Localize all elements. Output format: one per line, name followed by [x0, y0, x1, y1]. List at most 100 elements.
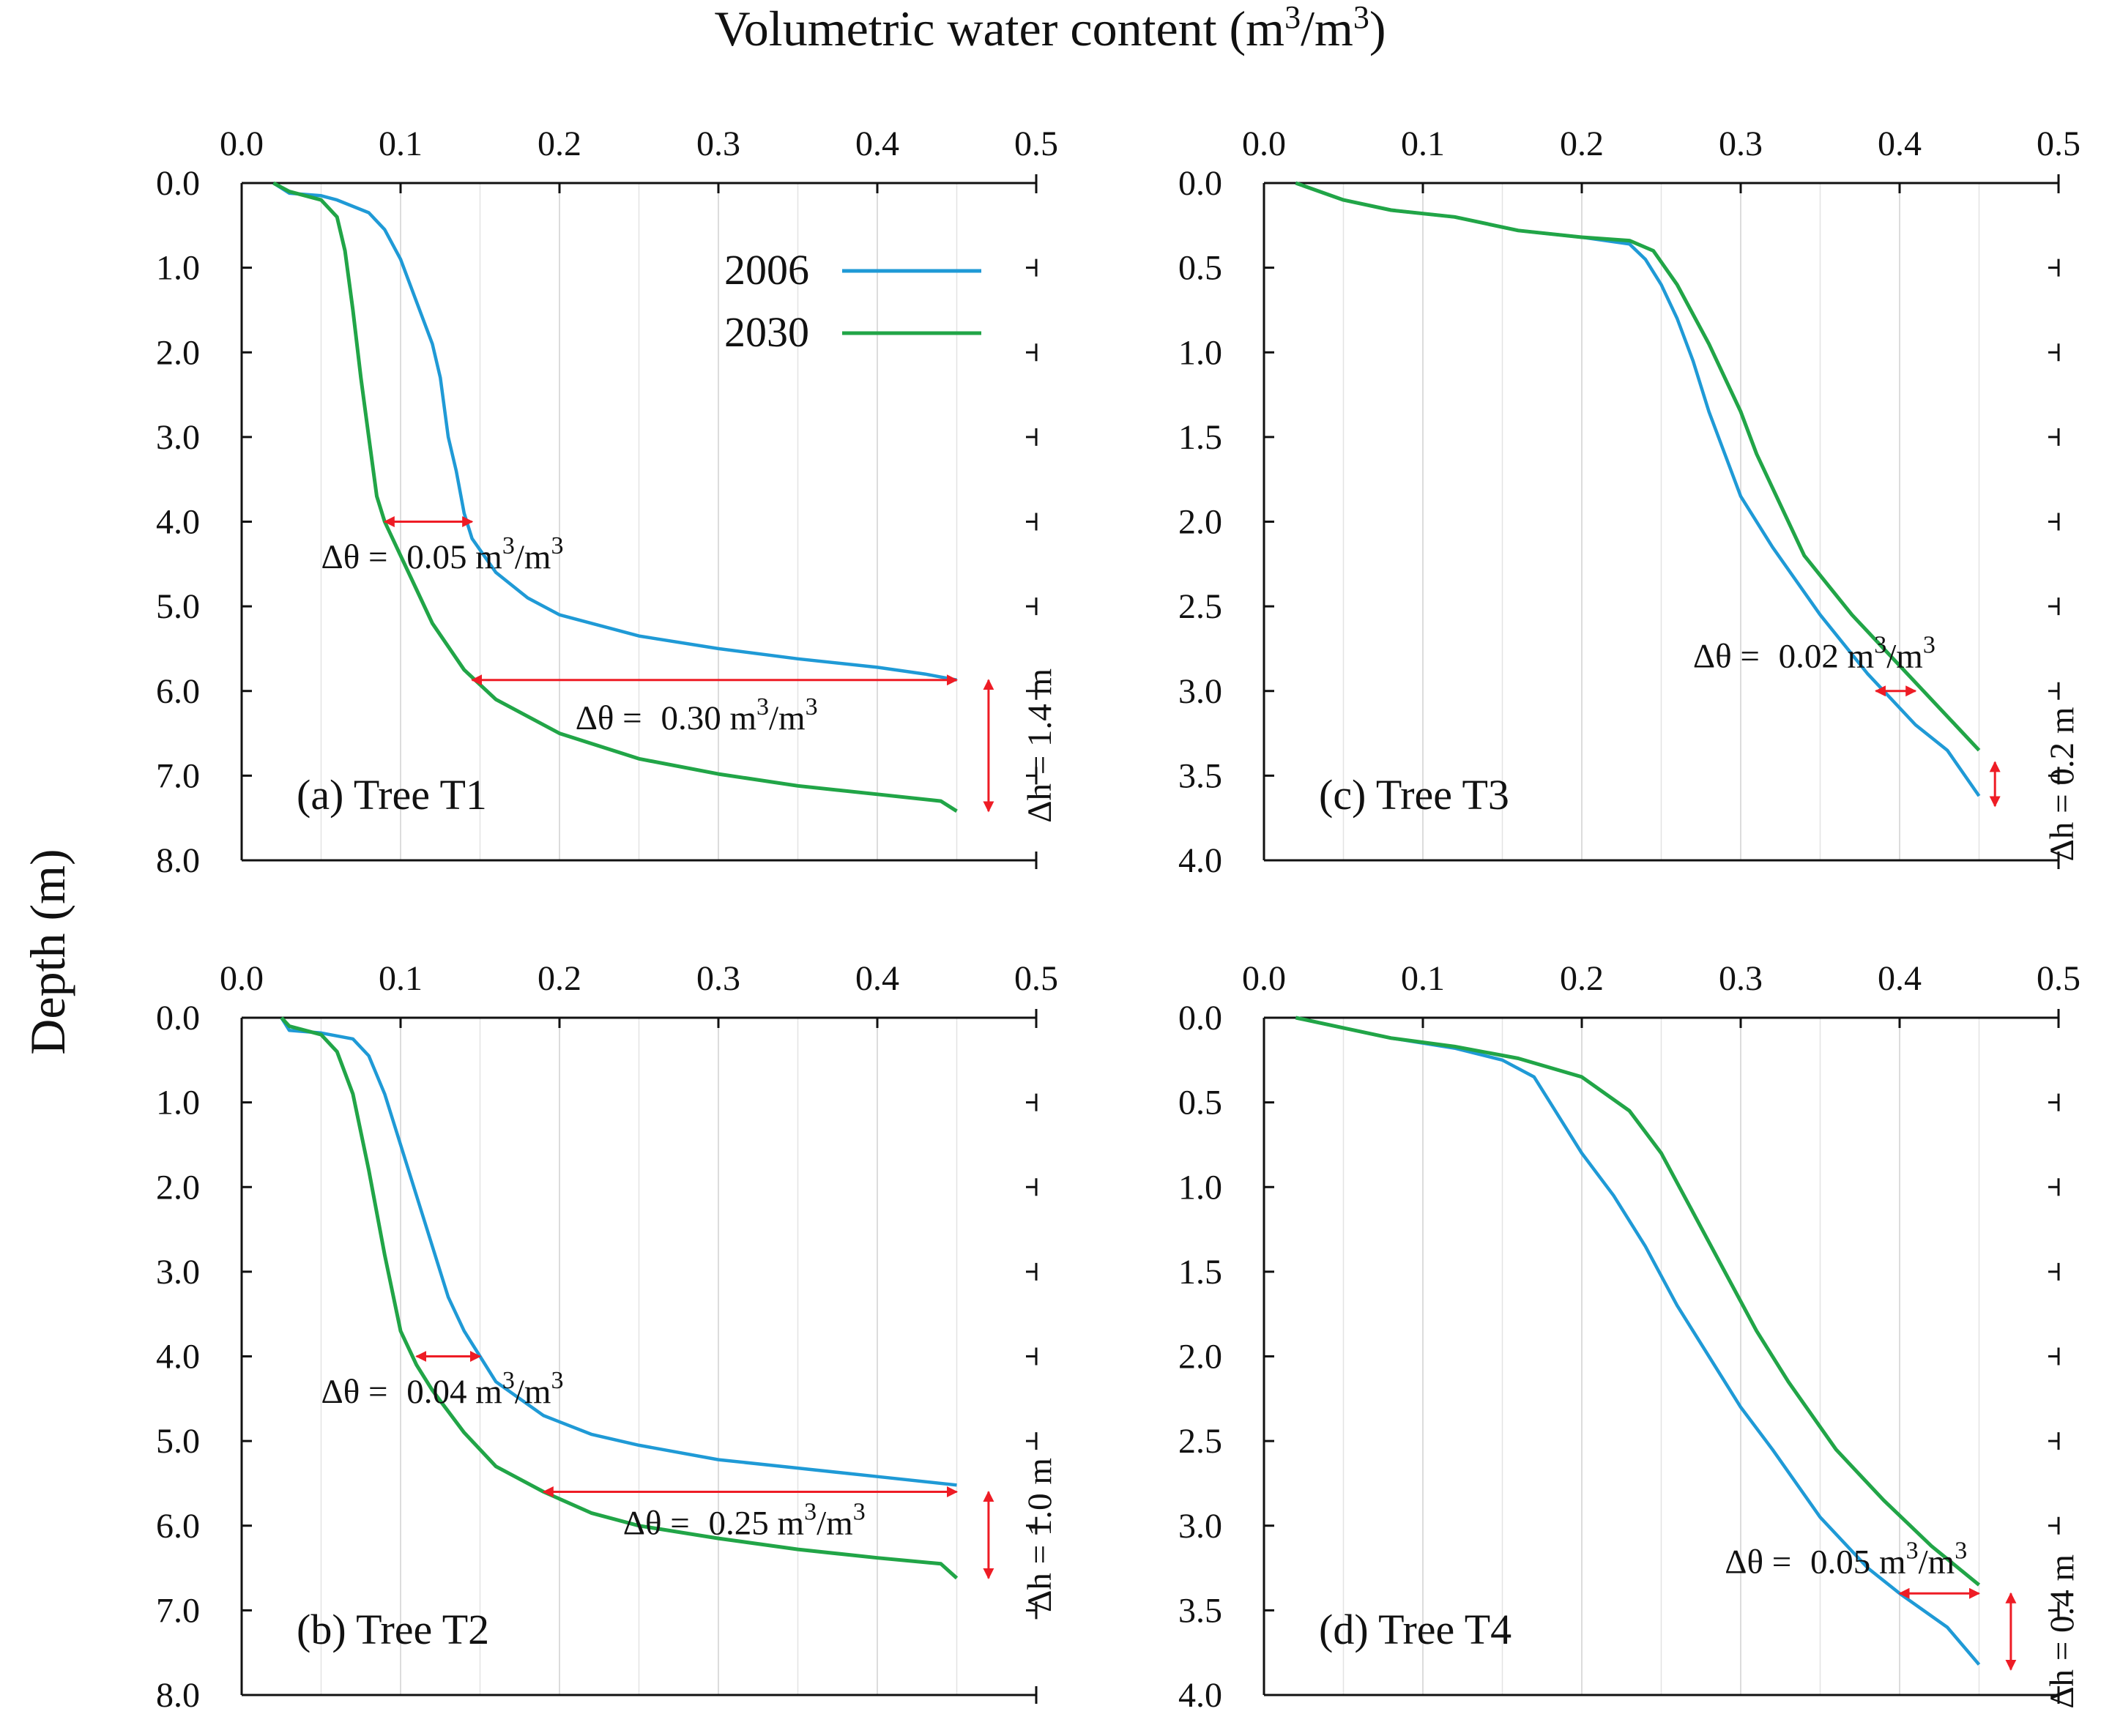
delta-theta-sup: 3: [502, 532, 515, 559]
figure-x-axis-title-sup1: 3: [1284, 0, 1301, 35]
figure-x-axis-title: Volumetric water content (m3/m3): [714, 0, 1386, 56]
y-tick-label: 0.5: [1178, 1084, 1222, 1122]
x-tick-label: 0.1: [379, 959, 423, 998]
y-tick-label: 1.0: [1178, 1168, 1222, 1207]
y-tick-label: 7.0: [156, 756, 200, 795]
series-line-2030: [1295, 181, 1981, 752]
series-line-2006: [280, 1016, 957, 1487]
y-tick-label: 5.0: [156, 1422, 200, 1461]
series-line-2030: [280, 1016, 959, 1580]
panel-b: 0.0 1.0 2.0 3.0 4.0 5.0 6.0 7.0 8.0 0.0 0.1 0.2 0.3 0…: [156, 959, 1059, 1715]
y-tick-label: 3.5: [1178, 756, 1222, 795]
y-tick-label: 4.0: [1178, 841, 1222, 880]
x-tick-label: 0.0: [220, 124, 264, 163]
panel-title: (a) Tree T1: [297, 771, 487, 819]
delta-theta-sup2: 3: [551, 532, 563, 559]
series-line-2006: [272, 182, 957, 682]
delta-theta-suffix: /m: [1919, 1543, 1955, 1582]
delta-theta-label: Δθ = 0.02 m3/m3: [1693, 631, 1935, 675]
panel-c: 0.0 0.5 1.0 1.5 2.0 2.5 3.0 3.5 4.0 0.0 0.1 0.2 0.3 0…: [1178, 124, 2081, 880]
x-tick-label: 0.1: [1401, 124, 1445, 163]
chart-panels: 0.01.02.03.04.05.06.07.08.00.0 0.1 0.2 0.3 0…: [156, 124, 2081, 1715]
y-tick-label: 8.0: [156, 1676, 200, 1715]
delta-theta-label: Δθ = 0.30 m3/m3: [576, 693, 818, 737]
delta-theta-value: 0.05 m: [1810, 1543, 1906, 1582]
delta-theta-prefix: Δθ =: [1725, 1543, 1800, 1582]
y-tick-label: 1.5: [1178, 1253, 1222, 1292]
y-tick-label: 0.0: [156, 999, 200, 1037]
x-tick-label: 0.0: [220, 959, 264, 998]
y-tick-label: 2.5: [1178, 587, 1222, 626]
y-tick-label: 4.0: [156, 1338, 200, 1376]
delta-theta-prefix: Δθ =: [576, 699, 651, 737]
delta-theta-value: 0.05 m: [406, 538, 502, 576]
delta-theta-value: 0.25 m: [709, 1504, 805, 1542]
y-tick-label: 3.0: [1178, 672, 1222, 711]
y-tick-label: 2.0: [156, 1168, 200, 1207]
y-tick-label: 6.0: [156, 672, 200, 711]
delta-h-label: Δh = 1.0 m: [1021, 1458, 1059, 1612]
panel-d: 0.0 0.5 1.0 1.5 2.0 2.5 3.0 3.5 4.0 0.0 0.1 0.2 0.3 0…: [1178, 959, 2081, 1715]
y-tick-label: 1.5: [1178, 418, 1222, 457]
delta-h-label: Δh = 0.2 m: [2043, 707, 2081, 862]
y-tick-label: 1.0: [1178, 333, 1222, 372]
delta-theta-value: 0.04 m: [406, 1373, 502, 1411]
delta-theta-suffix: /m: [817, 1504, 853, 1542]
delta-theta-sup: 3: [502, 1367, 515, 1394]
x-tick-label: 0.3: [696, 959, 740, 998]
x-tick-label: 0.2: [1560, 959, 1604, 998]
x-tick-label: 0.4: [855, 124, 899, 163]
y-tick-label: 2.0: [156, 333, 200, 372]
delta-theta-sup2: 3: [551, 1367, 563, 1394]
x-tick-label: 0.1: [1401, 959, 1445, 998]
y-tick-label: 3.0: [156, 418, 200, 457]
delta-theta-suffix: /m: [515, 538, 551, 576]
x-tick-label: 0.3: [1719, 124, 1763, 163]
y-tick-label: 4.0: [1178, 1676, 1222, 1715]
x-tick-label: 0.2: [538, 124, 581, 163]
y-tick-label: 0.0: [1178, 164, 1222, 203]
delta-theta-suffix: /m: [515, 1373, 551, 1411]
x-tick-label: 0.3: [696, 124, 740, 163]
y-tick-label: 8.0: [156, 841, 200, 880]
x-tick-label: 0.1: [379, 124, 423, 163]
delta-h-label: Δh = 1.4 m: [1021, 668, 1059, 823]
y-tick-label: 0.0: [1178, 999, 1222, 1037]
delta-theta-sup: 3: [1874, 631, 1886, 658]
delta-theta-value: 0.30 m: [661, 699, 756, 737]
x-tick-label: 0.0: [1242, 959, 1286, 998]
delta-theta-prefix: Δθ =: [321, 1373, 397, 1411]
y-tick-label: 5.0: [156, 587, 200, 626]
y-tick-label: 1.0: [156, 249, 200, 288]
y-tick-label: 2.0: [1178, 1338, 1222, 1376]
delta-theta-label: Δθ = 0.05 m3/m3: [321, 532, 564, 576]
x-tick-label: 0.4: [1878, 124, 1922, 163]
delta-theta-sup: 3: [1906, 1538, 1919, 1565]
y-tick-label: 3.0: [1178, 1507, 1222, 1546]
x-tick-label: 0.3: [1719, 959, 1763, 998]
y-tick-label: 3.5: [1178, 1591, 1222, 1630]
legend-label-2030: 2030: [724, 308, 809, 356]
panel-title: (b) Tree T2: [297, 1606, 489, 1653]
x-tick-label: 0.2: [1560, 124, 1604, 163]
delta-theta-suffix: /m: [769, 699, 806, 737]
delta-theta-sup2: 3: [806, 693, 818, 720]
delta-theta-sup: 3: [804, 1498, 817, 1525]
x-tick-label: 0.4: [1878, 959, 1922, 998]
figure-x-axis-title-mid: /m: [1301, 1, 1353, 56]
panel-title: (d) Tree T4: [1319, 1606, 1511, 1653]
x-tick-label: 0.4: [855, 959, 899, 998]
y-tick-label: 2.5: [1178, 1422, 1222, 1461]
x-tick-label: 0.0: [1242, 124, 1286, 163]
panel-a: 0.01.02.03.04.05.06.07.08.00.0 0.1 0.2 0.3 0…: [156, 124, 1059, 880]
figure-x-axis-title-end: ): [1369, 1, 1386, 56]
delta-theta-label: Δθ = 0.25 m3/m3: [623, 1498, 866, 1542]
y-tick-label: 6.0: [156, 1507, 200, 1546]
delta-theta-prefix: Δθ =: [623, 1504, 699, 1542]
delta-theta-sup2: 3: [853, 1498, 866, 1525]
y-tick-label: 4.0: [156, 503, 200, 542]
delta-theta-label: Δθ = 0.04 m3/m3: [321, 1367, 564, 1411]
delta-theta-label: Δθ = 0.05 m3/m3: [1725, 1538, 1967, 1582]
delta-theta-prefix: Δθ =: [321, 538, 397, 576]
